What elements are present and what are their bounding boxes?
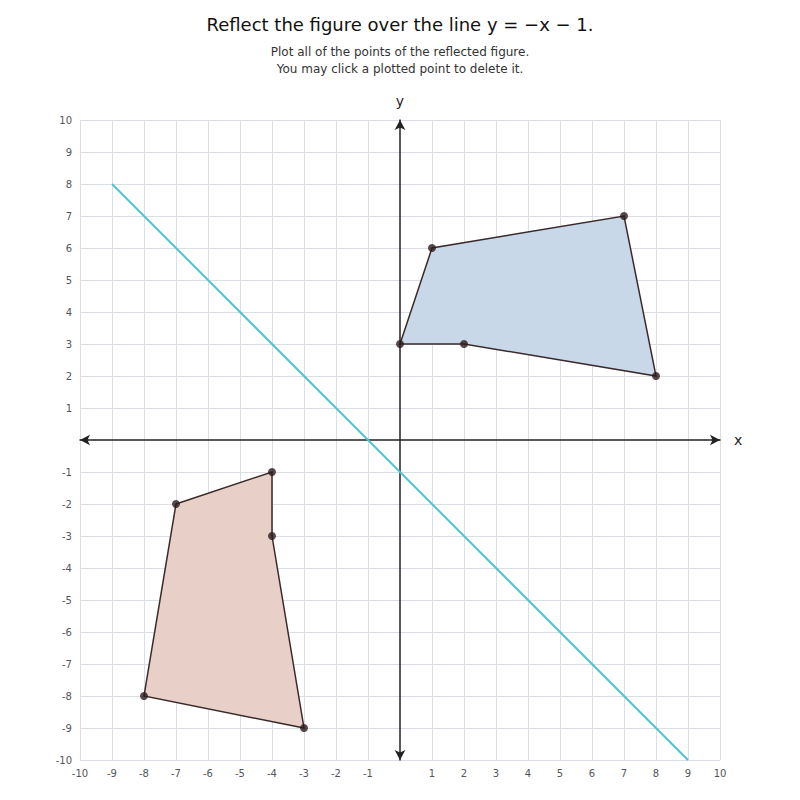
svg-text:-3: -3 — [299, 768, 309, 779]
svg-text:-7: -7 — [62, 659, 72, 670]
svg-text:-4: -4 — [62, 563, 72, 574]
svg-text:-5: -5 — [62, 595, 72, 606]
svg-text:-10: -10 — [72, 768, 88, 779]
svg-text:4: 4 — [525, 768, 531, 779]
svg-text:6: 6 — [589, 768, 595, 779]
svg-text:Plot all of the points of the: Plot all of the points of the reflected … — [271, 45, 529, 59]
svg-text:-6: -6 — [203, 768, 213, 779]
svg-text:4: 4 — [66, 307, 72, 318]
svg-text:10: 10 — [59, 115, 72, 126]
svg-text:5: 5 — [557, 768, 563, 779]
svg-text:-2: -2 — [331, 768, 341, 779]
svg-text:y: y — [396, 93, 404, 109]
svg-text:8: 8 — [653, 768, 659, 779]
svg-text:2: 2 — [66, 371, 72, 382]
svg-text:5: 5 — [66, 275, 72, 286]
svg-text:1: 1 — [429, 768, 435, 779]
svg-text:-10: -10 — [56, 755, 72, 766]
svg-text:-8: -8 — [62, 691, 72, 702]
svg-text:-8: -8 — [139, 768, 149, 779]
svg-text:Reflect the figure over the li: Reflect the figure over the line y = −x … — [206, 14, 593, 35]
svg-text:10: 10 — [714, 768, 727, 779]
svg-text:-3: -3 — [62, 531, 72, 542]
svg-text:9: 9 — [66, 147, 72, 158]
svg-text:7: 7 — [621, 768, 627, 779]
svg-text:-7: -7 — [171, 768, 181, 779]
svg-text:6: 6 — [66, 243, 72, 254]
svg-text:-6: -6 — [62, 627, 72, 638]
svg-text:9: 9 — [685, 768, 691, 779]
svg-text:3: 3 — [493, 768, 499, 779]
svg-text:-9: -9 — [62, 723, 72, 734]
svg-text:-5: -5 — [235, 768, 245, 779]
svg-text:-1: -1 — [363, 768, 373, 779]
svg-text:3: 3 — [66, 339, 72, 350]
svg-text:1: 1 — [66, 403, 72, 414]
svg-text:-4: -4 — [267, 768, 277, 779]
svg-text:2: 2 — [461, 768, 467, 779]
svg-text:-9: -9 — [107, 768, 117, 779]
svg-text:8: 8 — [66, 179, 72, 190]
svg-text:x: x — [734, 432, 742, 448]
svg-text:-1: -1 — [62, 467, 72, 478]
svg-text:-2: -2 — [62, 499, 72, 510]
svg-text:7: 7 — [66, 211, 72, 222]
svg-text:You may click a plotted point: You may click a plotted point to delete … — [276, 62, 524, 76]
